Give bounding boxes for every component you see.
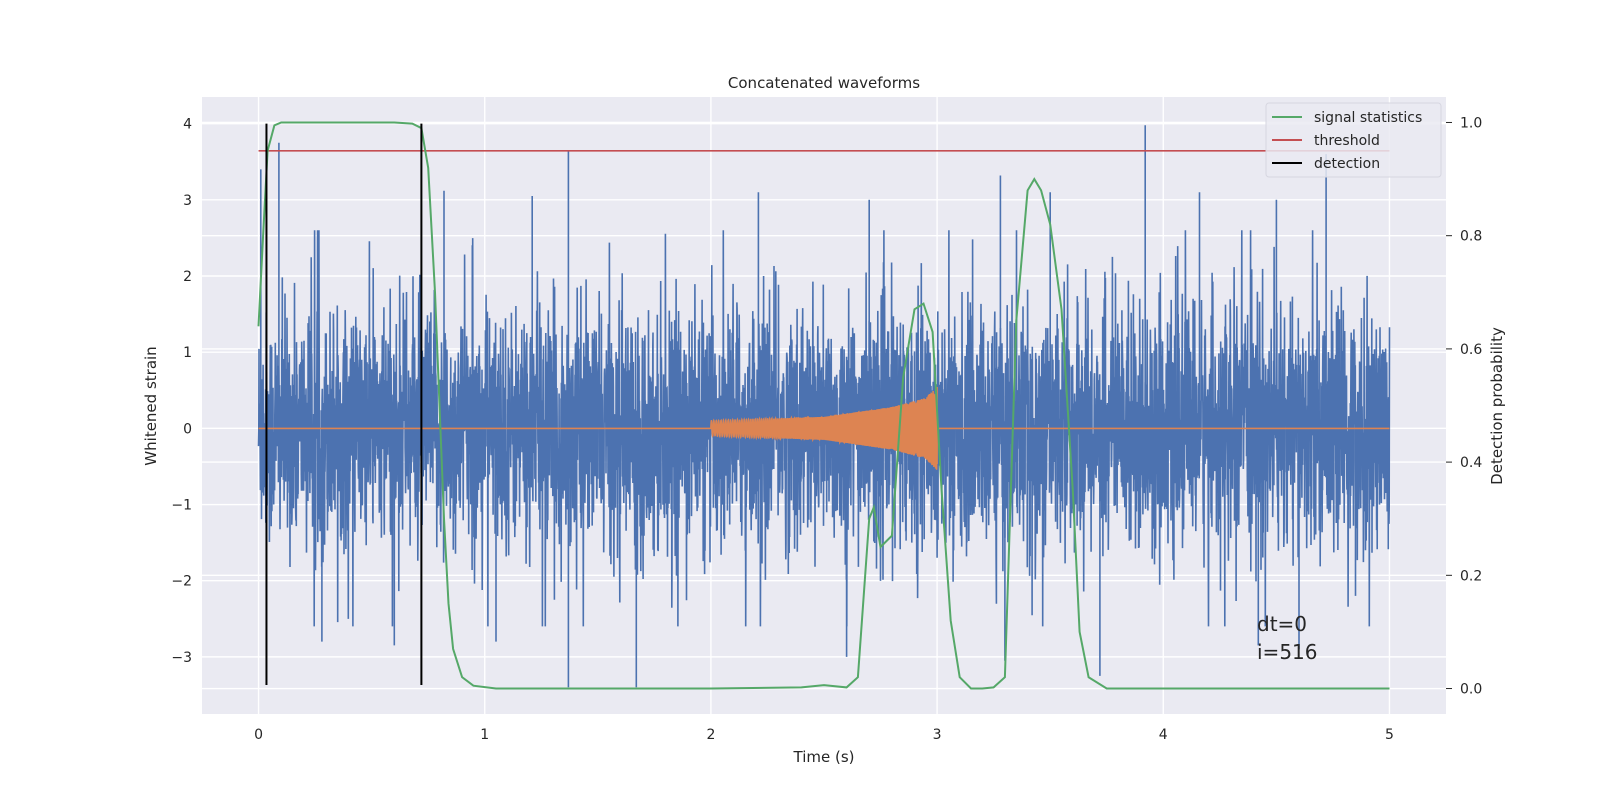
- legend-label-signal-statistics: signal statistics: [1314, 110, 1422, 126]
- y-axis-label: Whitened strain: [142, 346, 160, 465]
- y-tick-label: 3: [183, 193, 192, 209]
- y2-tick-label: 0.6: [1460, 342, 1482, 358]
- annotation-dt: dt=0: [1257, 612, 1307, 636]
- series-signal-statistics-line: [257, 121, 1390, 690]
- legend-label-threshold: threshold: [1314, 133, 1380, 149]
- y2-tick-label: 0.4: [1460, 455, 1482, 471]
- y2-tick-label: 0.8: [1460, 229, 1482, 245]
- x-tick-label: 4: [1159, 727, 1168, 743]
- y-tick-label: −1: [171, 498, 192, 514]
- series-detection: [265, 123, 423, 686]
- legend: signal statistics threshold detection: [1265, 102, 1442, 178]
- x-tick-label: 0: [254, 727, 263, 743]
- y-tick-label: −2: [171, 574, 192, 590]
- y-tick-label: 2: [183, 269, 192, 285]
- chart-title: Concatenated waveforms: [728, 74, 920, 92]
- x-tick-label: 2: [706, 727, 715, 743]
- y2-tick-label: 0.2: [1460, 568, 1482, 584]
- y-tick-label: 0: [183, 421, 192, 437]
- legend-label-detection: detection: [1314, 156, 1380, 172]
- legend-box: [1265, 102, 1442, 178]
- ticks: 0 1 2 3 4 5 −3 −2 −1 0 1 2 3 4 0.0 0.2 0.4 0.6 0.8 1.0: [171, 115, 1482, 743]
- y-tick-label: 4: [183, 117, 192, 133]
- y2-axis-label: Detection probability: [1488, 327, 1506, 485]
- y2-tick-label: 0.0: [1460, 682, 1482, 698]
- series-strain-line: [257, 230, 1391, 627]
- series-template-line: [258, 386, 1390, 470]
- x-tick-label: 3: [933, 727, 942, 743]
- y-tick-label: −3: [171, 650, 192, 666]
- x-tick-label: 1: [480, 727, 489, 743]
- y-tick-label: 1: [183, 345, 192, 361]
- annotation-i: i=516: [1257, 640, 1318, 664]
- x-tick-label: 5: [1385, 727, 1394, 743]
- x-axis-label: Time (s): [793, 748, 855, 766]
- y2-tick-label: 1.0: [1460, 115, 1482, 131]
